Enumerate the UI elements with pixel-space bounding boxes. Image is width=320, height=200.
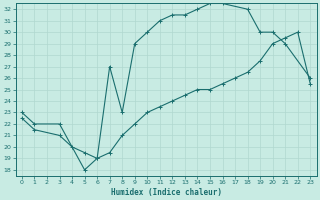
X-axis label: Humidex (Indice chaleur): Humidex (Indice chaleur)	[111, 188, 221, 197]
